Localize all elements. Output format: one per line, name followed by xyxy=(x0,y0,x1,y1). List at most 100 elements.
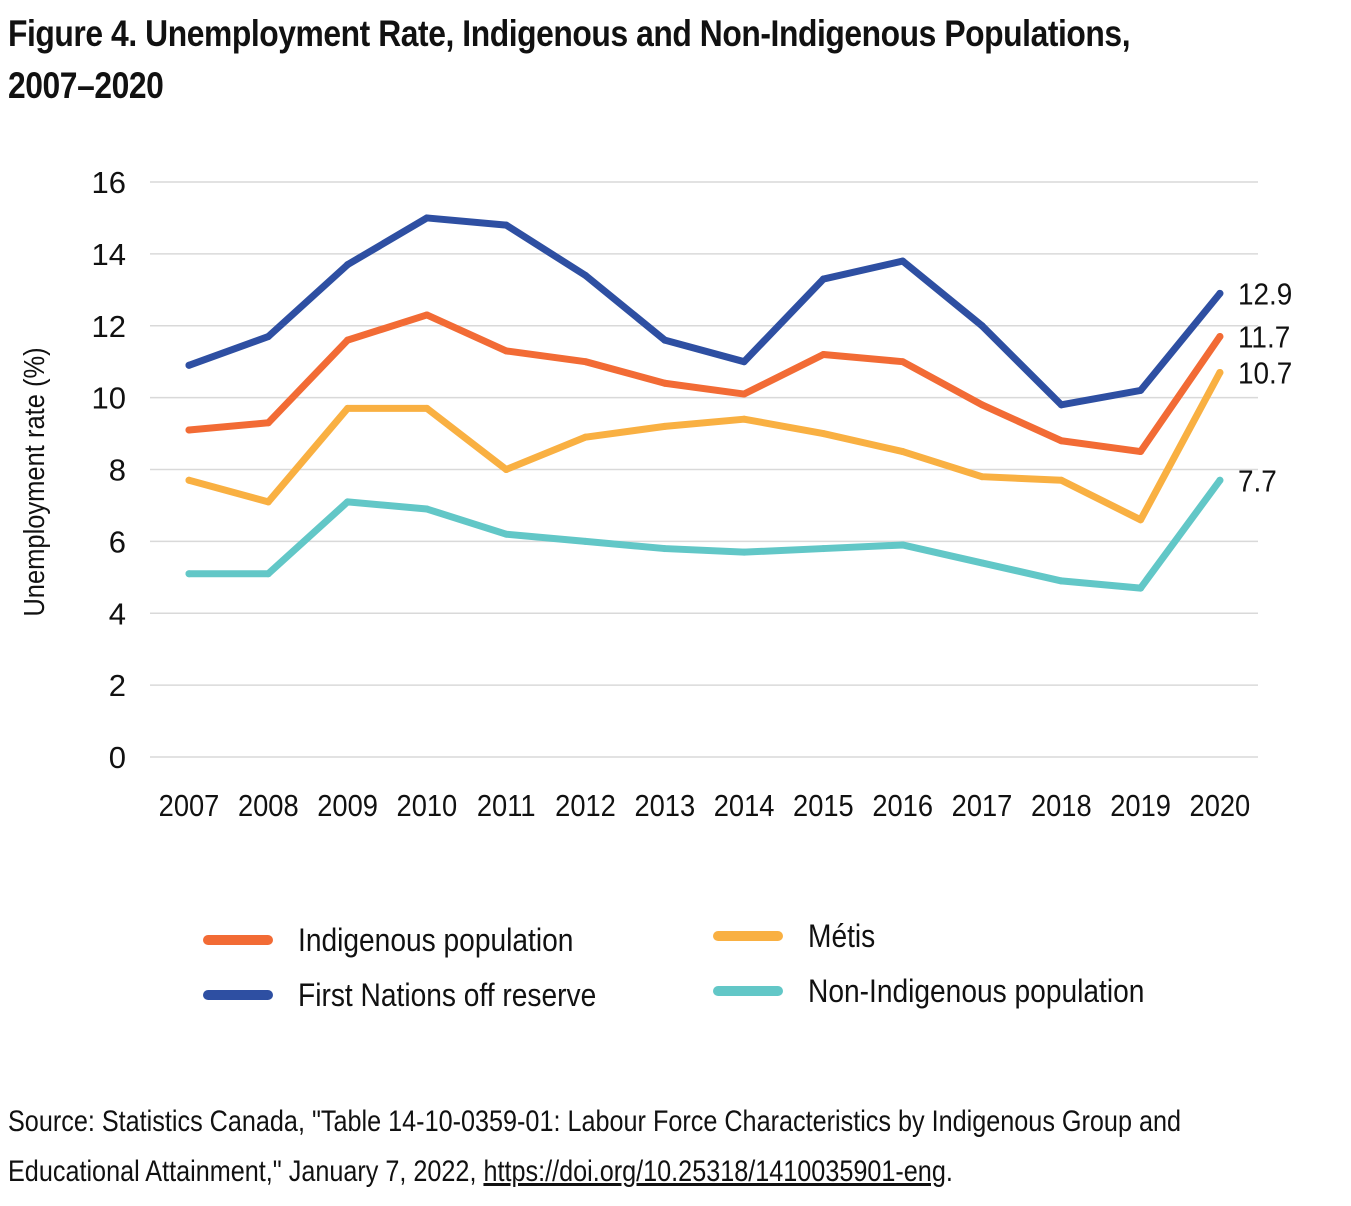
x-tick-label-2008: 2008 xyxy=(238,789,299,823)
data-point-first-nations-off-reserve-2013 xyxy=(661,336,669,344)
data-point-indigenous-population-2015 xyxy=(819,351,827,358)
series-lines xyxy=(185,214,1224,592)
data-point-non-indigenous-population-2016 xyxy=(899,541,907,549)
y-tick-label-10: 10 xyxy=(92,381,126,416)
data-point-m-tis-2007 xyxy=(185,476,193,484)
data-point-m-tis-2019 xyxy=(1137,516,1145,524)
y-tick-label-4: 4 xyxy=(109,596,126,631)
source-text: Source: Statistics Canada, "Table 14-10-… xyxy=(8,1105,1182,1188)
data-point-m-tis-2008 xyxy=(264,498,272,506)
y-axis: 0 2 4 6 8 10 12 14 16 xyxy=(92,165,126,775)
legend-label-non-indigenous-population: Non-Indigenous population xyxy=(808,974,1144,1009)
data-point-m-tis-2017 xyxy=(978,473,986,481)
data-point-first-nations-off-reserve-2020 xyxy=(1216,289,1224,297)
data-point-m-tis-2010 xyxy=(423,404,431,412)
data-point-indigenous-population-2012 xyxy=(582,358,589,366)
x-axis: 2007 2008 2009 2010 2011 2012 2013 2014 2015 2016… xyxy=(159,789,1251,823)
legend-label-first-nations-off-reserve: First Nations off reserve xyxy=(298,978,596,1013)
data-point-non-indigenous-population-2007 xyxy=(185,570,193,578)
line-chart: 0 2 4 6 8 10 12 14 16 2007 2008 2009 2010 2011 2 0 12 20… xyxy=(17,165,1292,1013)
x-tick-label-2007: 2007 xyxy=(159,789,220,823)
x-tick-label-2013: 2013 xyxy=(634,789,695,823)
chart-title-line-1: Figure 4. Unemployment Rate, Indigenous … xyxy=(8,13,1131,54)
data-point-indigenous-population-2018 xyxy=(1057,437,1065,445)
source-suffix: . xyxy=(945,1155,953,1188)
data-point-non-indigenous-population-2013 xyxy=(661,545,669,553)
y-axis-title: Unemployment rate (%) xyxy=(17,347,50,616)
gridlines xyxy=(150,181,1258,758)
data-point-non-indigenous-population-2010 xyxy=(423,505,431,513)
legend-label-indigenous-population: Indigenous population xyxy=(298,923,573,958)
data-point-indigenous-population-2017 xyxy=(978,401,986,409)
data-point-indigenous-population-2010 xyxy=(423,311,431,319)
data-point-indigenous-population-2013 xyxy=(661,379,669,387)
data-point-indigenous-population-2014 xyxy=(740,390,748,398)
chart-title-line-2: 2007–2020 xyxy=(8,65,164,106)
end-label-first-nations-off-reserve: 12.9 xyxy=(1238,277,1292,312)
data-point-first-nations-off-reserve-2007 xyxy=(185,361,193,369)
x-tick-label-2010: 2010 xyxy=(397,789,458,823)
x-tick-label-2016: 2016 xyxy=(872,789,933,823)
y-tick-label-2: 2 xyxy=(109,668,126,703)
data-point-m-tis-2020 xyxy=(1216,368,1224,376)
data-point-first-nations-off-reserve-2017 xyxy=(978,322,986,330)
data-point-first-nations-off-reserve-2014 xyxy=(740,358,748,366)
data-point-non-indigenous-population-2017 xyxy=(978,559,986,567)
data-point-indigenous-population-2007 xyxy=(185,426,193,434)
data-point-indigenous-population-2011 xyxy=(502,347,510,355)
end-labels: 12.9 11.710.7 7.7 xyxy=(1238,277,1292,499)
y-tick-label-12: 12 xyxy=(92,309,126,344)
data-point-m-tis-2011 xyxy=(502,466,510,473)
y-tick-label-16: 16 xyxy=(92,165,126,200)
x-tick-label-2015: 2015 xyxy=(793,789,854,823)
legend: Indigenous population First Nations off r… xyxy=(203,919,1144,1013)
data-point-first-nations-off-reserve-2012 xyxy=(582,271,589,279)
data-point-non-indigenous-population-2009 xyxy=(344,498,352,506)
data-point-indigenous-population-2008 xyxy=(264,419,272,427)
data-point-first-nations-off-reserve-2008 xyxy=(264,333,272,341)
x-tick-label-2011: 2011 xyxy=(477,789,536,823)
source-note: Source: Statistics Canada, "Table 14-10-… xyxy=(8,1097,1318,1197)
data-point-non-indigenous-population-2015 xyxy=(819,545,827,553)
y-tick-label-8: 8 xyxy=(109,453,126,488)
series-line-m-tis xyxy=(185,368,1224,524)
data-point-non-indigenous-population-2012 xyxy=(582,537,589,545)
legend-label-m-tis: Métis xyxy=(808,919,875,954)
y-tick-label-6: 6 xyxy=(109,524,126,559)
data-point-first-nations-off-reserve-2019 xyxy=(1137,386,1145,394)
data-point-m-tis-2013 xyxy=(661,422,669,430)
end-label-m-tis: 10.7 xyxy=(1238,356,1292,391)
end-label-non-indigenous-population: 7.7 xyxy=(1238,464,1277,499)
data-point-first-nations-off-reserve-2010 xyxy=(423,214,431,222)
data-point-first-nations-off-reserve-2009 xyxy=(344,261,352,269)
data-point-indigenous-population-2009 xyxy=(344,336,352,344)
data-point-first-nations-off-reserve-2015 xyxy=(819,275,827,283)
x-tick-label-2019: 2019 xyxy=(1110,789,1171,823)
x-tick-label-2020: 2020 xyxy=(1190,789,1251,823)
data-point-m-tis-2014 xyxy=(740,415,748,423)
data-point-non-indigenous-population-2020 xyxy=(1216,476,1224,484)
series-line-first-nations-off-reserve xyxy=(185,214,1224,409)
data-point-indigenous-population-2019 xyxy=(1137,448,1145,456)
data-point-m-tis-2016 xyxy=(899,448,907,456)
x-tick-label-2017: 2017 xyxy=(952,789,1013,823)
data-point-first-nations-off-reserve-2018 xyxy=(1057,401,1065,409)
y-tick-label-0: 0 xyxy=(109,740,126,775)
data-point-non-indigenous-population-2019 xyxy=(1137,584,1145,592)
series-line-non-indigenous-population xyxy=(185,476,1224,592)
data-point-indigenous-population-2016 xyxy=(899,358,907,366)
data-point-m-tis-2009 xyxy=(344,404,352,412)
data-point-non-indigenous-population-2014 xyxy=(740,548,748,556)
data-point-first-nations-off-reserve-2016 xyxy=(899,257,907,265)
series-line-indigenous-population xyxy=(185,311,1224,456)
x-tick-label-2018: 2018 xyxy=(1031,789,1092,823)
data-point-non-indigenous-population-2008 xyxy=(264,570,272,578)
x-tick-label-2009: 2009 xyxy=(317,789,378,823)
data-point-non-indigenous-population-2018 xyxy=(1057,577,1065,585)
data-point-non-indigenous-population-2011 xyxy=(502,530,510,538)
data-point-indigenous-population-2020 xyxy=(1216,333,1224,341)
y-tick-label-14: 14 xyxy=(92,237,126,272)
x-tick-label-2014: 2014 xyxy=(714,789,775,823)
end-label-indigenous-population: 11.7 xyxy=(1238,320,1290,355)
source-link[interactable]: https://doi.org/10.25318/1410035901-eng xyxy=(483,1155,946,1188)
